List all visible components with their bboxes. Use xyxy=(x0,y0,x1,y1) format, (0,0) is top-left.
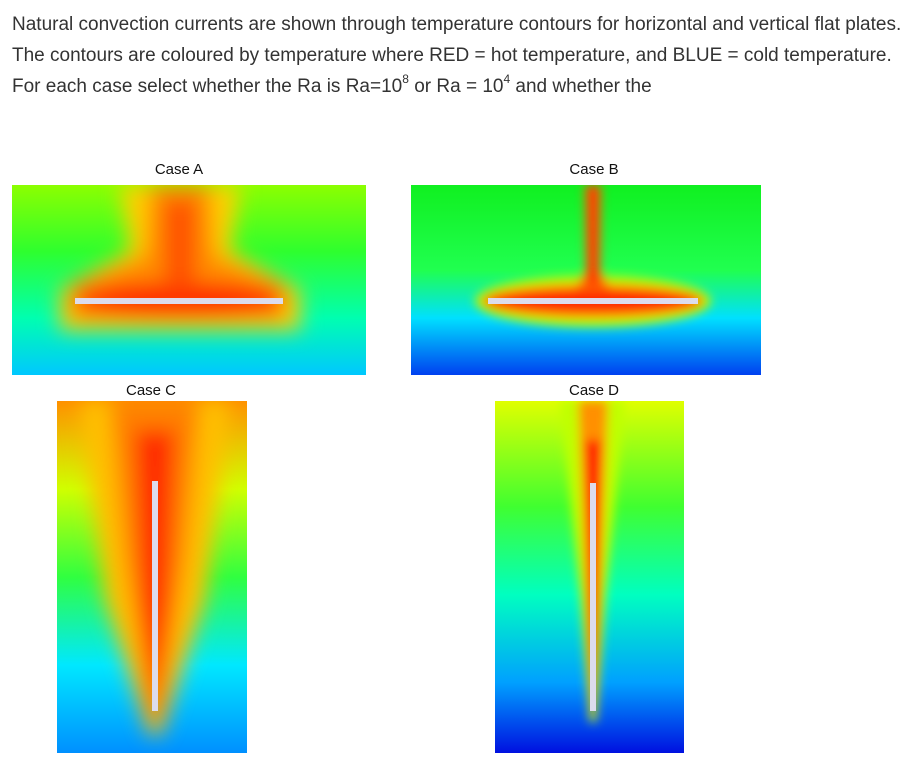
plate xyxy=(590,483,596,711)
case-label: Case C xyxy=(125,382,177,399)
superscript: 8 xyxy=(402,72,409,86)
case-label: Case D xyxy=(568,382,620,399)
text: Natural convection currents are shown th… xyxy=(12,14,902,97)
plate xyxy=(488,298,698,304)
plate xyxy=(75,298,283,304)
plate xyxy=(152,481,158,711)
text: and whether the xyxy=(510,76,652,97)
superscript: 4 xyxy=(503,72,511,86)
case-c-image xyxy=(57,401,247,753)
case-label: Case B xyxy=(569,161,619,178)
case-label: Case A xyxy=(154,161,204,178)
case-b-image xyxy=(411,185,761,375)
text: or Ra = 10 xyxy=(408,76,504,97)
case-d-image xyxy=(495,401,684,753)
question-text: Natural convection currents are shown th… xyxy=(12,9,912,102)
case-a-image xyxy=(12,185,366,375)
